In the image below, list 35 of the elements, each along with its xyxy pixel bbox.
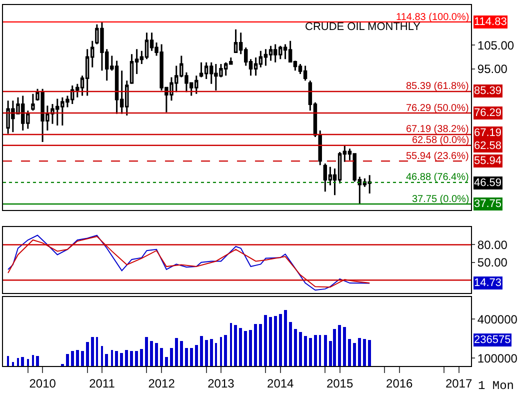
ref-line-label: 85.39 (61.8%) (406, 81, 469, 92)
x-tick-label: 2017 (445, 376, 472, 390)
ref-line-label: 76.29 (50.0%) (406, 103, 469, 114)
annotation: 62.58 (474, 140, 502, 152)
x-tick-label: 2014 (267, 376, 294, 390)
y-tick-label: 105.00 (477, 38, 514, 52)
annotation: 85.39 (474, 85, 502, 97)
annotation: 55.94 (474, 155, 502, 167)
ref-line-label: 62.58 (0.0%) (412, 135, 470, 146)
y-tick-label: 100000 (477, 351, 518, 366)
y-tick-label: 95.00 (477, 62, 508, 76)
x-tick-label: 2013 (208, 376, 235, 390)
candlestick (31, 93, 35, 112)
text: CRUDE OIL MONTHLY (305, 21, 422, 33)
y-tick-label: 400000 (477, 312, 518, 326)
ref-line-label: 67.19 (38.2%) (406, 124, 469, 135)
ref-line-label: 114.83 (100.0%) (396, 12, 470, 23)
x-tick-label: 2012 (148, 376, 176, 390)
ref-line-label: 37.75 (0.0%) (412, 194, 470, 205)
x-tick-label: 2010 (29, 376, 56, 390)
annotation: 67.19 (474, 127, 502, 139)
annotation: 37.75 (474, 198, 502, 210)
ref-line-label: 55.94 (23.6%) (406, 151, 469, 162)
y-tick-label: 50.00 (477, 256, 508, 270)
x-tick-label: 2016 (386, 376, 414, 390)
annotation: 14.73 (474, 277, 502, 289)
annotation: 76.29 (474, 107, 502, 119)
x-tick-label: 2011 (89, 376, 116, 390)
annotation: 236575 (474, 334, 511, 346)
annotation: 114.83 (474, 16, 507, 28)
text: 1 Mon (478, 379, 514, 393)
ref-line-label: 46.88 (76.4%) (406, 172, 469, 183)
annotation: 46.59 (474, 177, 502, 189)
y-tick-label: 80.00 (477, 238, 508, 252)
x-tick-label: 2015 (326, 376, 354, 390)
